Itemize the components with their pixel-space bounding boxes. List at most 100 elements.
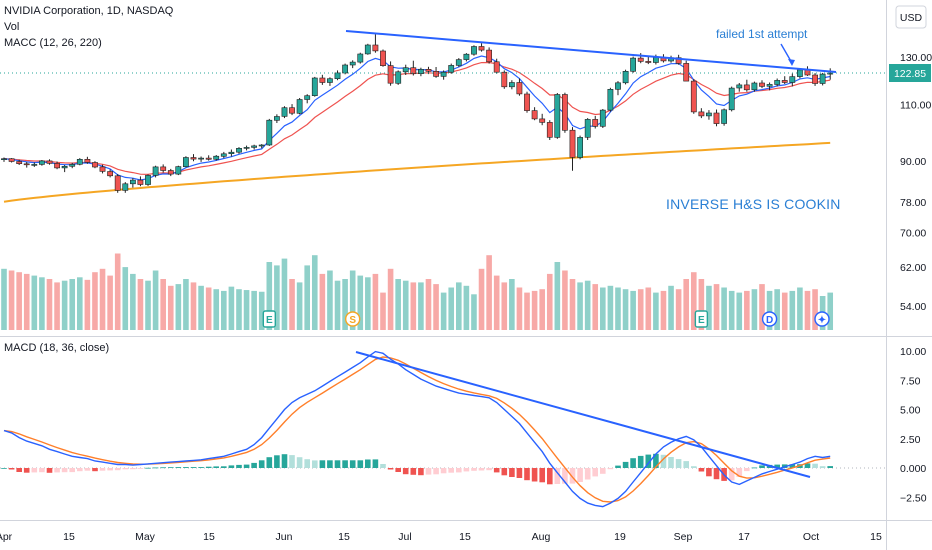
macd-histogram-bar bbox=[77, 468, 83, 472]
candle bbox=[372, 34, 379, 53]
volume-bar bbox=[569, 279, 576, 330]
candle bbox=[190, 154, 197, 162]
volume-bar bbox=[721, 287, 727, 330]
candle-body bbox=[92, 162, 98, 168]
macd-histogram-bar bbox=[547, 468, 553, 485]
candle-body bbox=[23, 163, 30, 166]
chart-title: NVIDIA Corporation, 1D, NASDAQ bbox=[4, 5, 174, 17]
macd-histogram-bar bbox=[54, 468, 60, 473]
candle bbox=[258, 144, 265, 149]
candle-body bbox=[84, 159, 91, 163]
candle-body bbox=[645, 61, 652, 63]
macd-histogram-bar bbox=[592, 468, 598, 477]
macd-histogram-bar bbox=[728, 468, 735, 481]
macd-histogram-bar bbox=[600, 468, 606, 474]
volume-bar bbox=[516, 287, 523, 330]
volume-bar bbox=[349, 270, 356, 330]
candle-body bbox=[1, 158, 7, 160]
ma-220-line bbox=[3, 141, 831, 203]
candle bbox=[531, 107, 538, 121]
macd-histogram-bar bbox=[410, 468, 417, 475]
volume-bar bbox=[8, 270, 15, 330]
x-axis-tick: May bbox=[135, 531, 156, 543]
candle bbox=[84, 156, 91, 164]
candle bbox=[546, 120, 553, 140]
volume-bar bbox=[387, 268, 394, 330]
volume-bar bbox=[1, 268, 7, 330]
macd-histogram-bar bbox=[387, 468, 394, 470]
candle-body bbox=[152, 166, 159, 176]
candle-body bbox=[114, 175, 121, 191]
last-price-label: 122.85 bbox=[894, 68, 926, 80]
macd-histogram-bar bbox=[183, 467, 189, 468]
volume-bar bbox=[668, 285, 674, 330]
volume-bar bbox=[274, 265, 280, 330]
candle-body bbox=[342, 64, 348, 74]
candle-body bbox=[501, 71, 508, 88]
macd-histogram-bar bbox=[402, 468, 409, 475]
x-axis-tick: 15 bbox=[459, 531, 471, 543]
volume-bar bbox=[524, 292, 530, 330]
macd-histogram-bar bbox=[827, 466, 833, 468]
candle bbox=[76, 158, 83, 166]
macd-histogram-bar bbox=[471, 468, 477, 471]
volume-bar bbox=[334, 280, 341, 330]
candle bbox=[827, 68, 834, 80]
candle bbox=[486, 47, 492, 64]
candle bbox=[296, 98, 303, 115]
price-axis-tick: 70.00 bbox=[900, 227, 926, 239]
macd-histogram-bar bbox=[213, 466, 219, 468]
candle-body bbox=[599, 109, 606, 127]
candle-body bbox=[228, 151, 235, 154]
candle-body bbox=[243, 147, 250, 149]
candle-body bbox=[304, 95, 311, 100]
candle-body bbox=[38, 160, 45, 165]
macd-histogram-bar bbox=[160, 467, 166, 469]
volume-bar bbox=[675, 289, 682, 330]
candle bbox=[812, 73, 818, 86]
candle-body bbox=[554, 94, 561, 138]
macd-histogram-bar bbox=[774, 464, 780, 468]
macd-histogram-bar bbox=[456, 468, 462, 473]
macd-histogram-bar bbox=[524, 468, 530, 481]
macd-histogram-bar bbox=[205, 466, 212, 468]
candle bbox=[433, 67, 439, 78]
macd-histogram-bar bbox=[137, 468, 144, 469]
candle bbox=[493, 58, 500, 74]
candle-body bbox=[319, 77, 326, 83]
volume-bar bbox=[198, 285, 204, 330]
candle-body bbox=[258, 144, 265, 147]
candle-body bbox=[8, 158, 15, 162]
candle-body bbox=[190, 157, 197, 160]
candle bbox=[781, 76, 788, 84]
candle bbox=[61, 165, 68, 173]
candle bbox=[508, 80, 515, 90]
volume-bar bbox=[39, 277, 45, 330]
volume-bar bbox=[448, 287, 455, 330]
macd-histogram-bar bbox=[342, 460, 348, 468]
volume-bar bbox=[797, 287, 803, 330]
macd-histogram-bar bbox=[258, 460, 265, 468]
legend-macc: MACC (12, 26, 220) bbox=[4, 37, 102, 49]
candle-body bbox=[122, 183, 129, 191]
ma-12-line bbox=[3, 55, 831, 181]
candle-body bbox=[76, 159, 83, 165]
macd-histogram-bar bbox=[243, 464, 250, 468]
volume-bar bbox=[145, 280, 151, 330]
event-marker-circle bbox=[761, 311, 778, 327]
price-axis-tick: 90.00 bbox=[900, 156, 926, 168]
currency-box[interactable] bbox=[895, 5, 927, 29]
macd-histogram-bar bbox=[531, 468, 538, 482]
macd-histogram-bar bbox=[114, 468, 121, 471]
macd-histogram-bar bbox=[630, 458, 636, 468]
x-axis-tick: 15 bbox=[203, 531, 215, 543]
candle bbox=[380, 49, 386, 67]
candle bbox=[342, 63, 348, 75]
candle bbox=[357, 52, 364, 64]
event-marker: D bbox=[761, 311, 778, 327]
volume-bar bbox=[372, 273, 379, 330]
volume-bar bbox=[130, 273, 136, 330]
candle bbox=[46, 159, 53, 165]
macd-histogram-bar bbox=[516, 468, 523, 478]
